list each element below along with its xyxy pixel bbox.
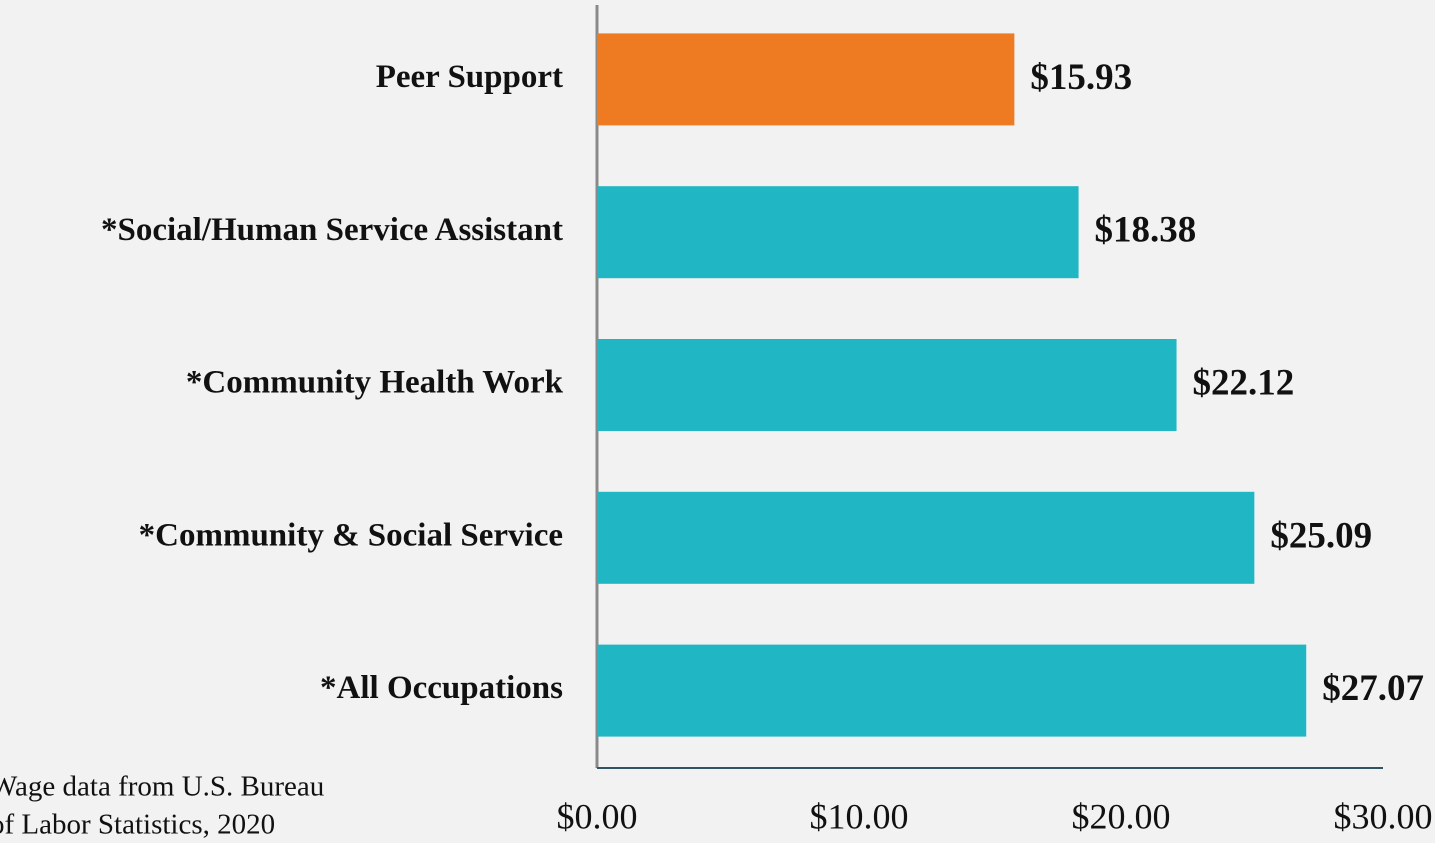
bar [597, 33, 1015, 126]
x-tick-label: $10.00 [810, 796, 909, 836]
value-label: $15.93 [1030, 57, 1132, 98]
category-label: *Social/Human Service Assistant [101, 212, 563, 248]
value-label: $18.38 [1095, 210, 1197, 251]
bar [597, 491, 1255, 584]
category-label: *Community Health Work [186, 365, 564, 401]
value-label: $27.07 [1322, 668, 1424, 709]
bar [597, 339, 1177, 431]
value-label: $22.12 [1193, 362, 1295, 403]
category-label: Peer Support [376, 59, 563, 95]
x-tick-label: $30.00 [1334, 796, 1433, 836]
category-label: *Community & Social Service [139, 517, 563, 553]
category-label: *All Occupations [320, 670, 563, 706]
footnote: Wage data from U.S. Bureau [0, 771, 324, 803]
x-tick-label: $0.00 [557, 796, 638, 836]
footnote: of Labor Statistics, 2020 [0, 809, 275, 841]
x-tick-label: $20.00 [1072, 796, 1171, 836]
value-label: $25.09 [1270, 515, 1372, 556]
bar [597, 644, 1307, 737]
bar [597, 186, 1079, 279]
